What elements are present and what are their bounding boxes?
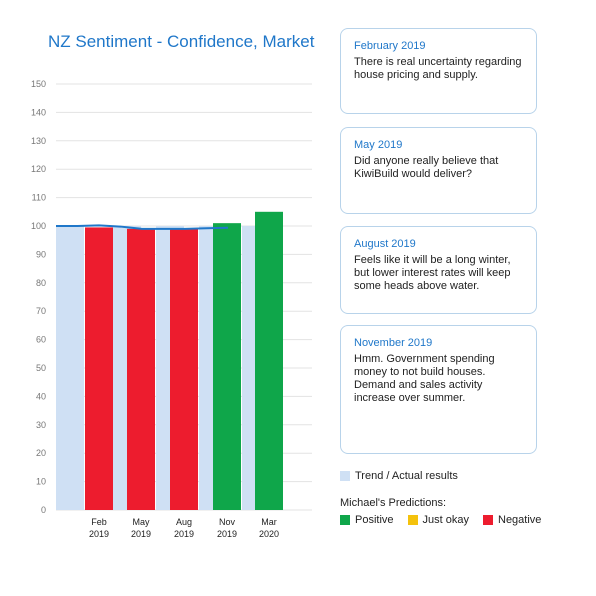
- prediction-bar: [85, 227, 113, 511]
- x-tick-label-year: 2019: [217, 529, 237, 539]
- x-tick-label-year: 2019: [89, 529, 109, 539]
- note-date: August 2019: [354, 238, 416, 250]
- x-tick-label-month: Nov: [219, 517, 236, 527]
- legend-positive-label: Positive: [355, 514, 394, 526]
- trend-line: [56, 224, 229, 230]
- note-august-2019: August 2019 Feels like it will be a long…: [340, 226, 537, 314]
- y-tick-label: 100: [31, 221, 46, 231]
- chart-title: NZ Sentiment - Confidence, Market: [48, 32, 315, 51]
- y-tick-label: 130: [31, 136, 46, 146]
- y-tick-label: 110: [32, 193, 46, 203]
- x-tick-label-year: 2019: [131, 529, 151, 539]
- x-tick-label-month: Mar: [261, 517, 277, 527]
- note-date: February 2019: [354, 40, 426, 52]
- y-tick-label: 50: [36, 363, 46, 373]
- note-november-2019: November 2019 Hmm. Government spending m…: [340, 325, 537, 454]
- note-date: May 2019: [354, 139, 403, 151]
- note-may-2019: May 2019 Did anyone really believe that …: [340, 127, 537, 214]
- prediction-bar: [213, 223, 241, 510]
- prediction-bar: [127, 228, 155, 510]
- legend-trend-label: Trend / Actual results: [355, 470, 458, 482]
- y-tick-label: 70: [36, 306, 46, 316]
- legend-predictions-heading: Michael's Predictions:: [340, 497, 447, 509]
- y-tick-label: 10: [36, 477, 46, 487]
- x-tick-label-month: May: [132, 517, 150, 527]
- legend-trend: Trend / Actual results: [340, 470, 458, 482]
- negative-swatch: [483, 515, 493, 525]
- note-date: November 2019: [354, 337, 433, 349]
- y-tick-label: 30: [36, 420, 46, 430]
- prediction-bar: [170, 228, 198, 510]
- y-tick-label: 90: [36, 249, 46, 259]
- positive-swatch: [340, 515, 350, 525]
- note-text: There is real uncertainty regarding hous…: [354, 56, 522, 81]
- x-tick-label-month: Feb: [91, 517, 107, 527]
- prediction-bar: [255, 211, 283, 511]
- y-tick-label: 60: [36, 335, 46, 345]
- legend-negative-label: Negative: [498, 514, 542, 526]
- y-tick-label: 20: [36, 448, 46, 458]
- note-text: Did anyone really believe that KiwiBuild…: [354, 155, 499, 180]
- x-tick-label-year: 2019: [174, 529, 194, 539]
- trend-bar: [56, 226, 84, 510]
- legend-just-okay-label: Just okay: [422, 514, 469, 526]
- y-tick-label: 0: [41, 505, 46, 515]
- x-tick-label-month: Aug: [176, 517, 192, 527]
- y-tick-label: 120: [31, 164, 46, 174]
- y-tick-label: 140: [31, 107, 46, 117]
- trend-swatch: [340, 471, 350, 481]
- note-text: Hmm. Government spending money to not bu…: [354, 353, 495, 404]
- y-tick-label: 40: [36, 391, 46, 401]
- y-tick-label: 80: [36, 278, 46, 288]
- legend-predictions: Positive Just okay Negative: [340, 514, 541, 526]
- just-okay-swatch: [407, 515, 418, 525]
- y-tick-label: 150: [31, 79, 46, 89]
- x-tick-label-year: 2020: [259, 529, 279, 539]
- note-text: Feels like it will be a long winter, but…: [354, 254, 511, 292]
- note-february-2019: February 2019 There is real uncertainty …: [340, 28, 537, 114]
